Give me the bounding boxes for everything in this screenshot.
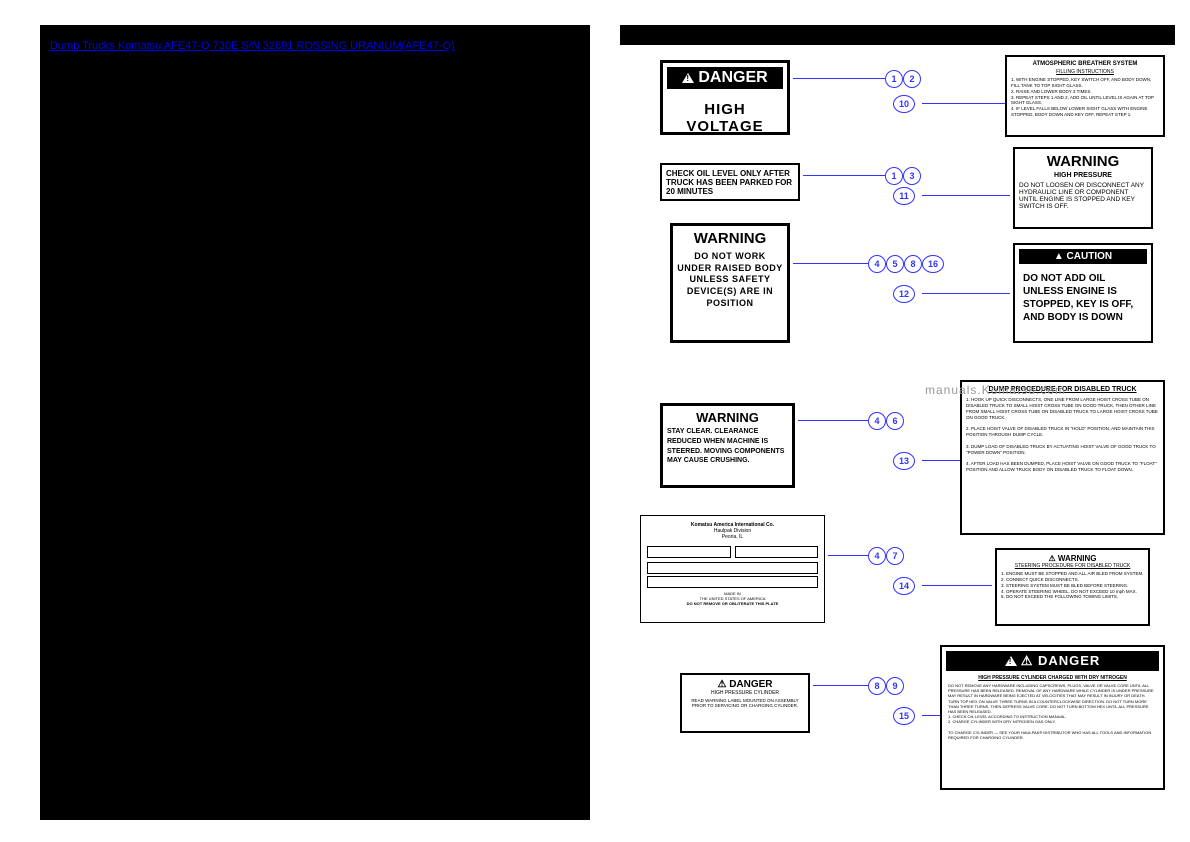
danger-header: DANGER [667, 67, 783, 89]
callout-15: 15 [893, 707, 915, 725]
callout-2: 2 [903, 70, 921, 88]
callout-line [922, 460, 960, 461]
callout-8b: 8 [868, 677, 886, 695]
plate-field [647, 576, 818, 588]
label-sub: STEERING PROCEDURE FOR DISABLED TRUCK [1001, 563, 1144, 569]
label-title: ATMOSPHERIC BREATHER SYSTEM [1011, 61, 1159, 67]
callout-12: 12 [893, 285, 915, 303]
plate-made: MADE IN THE UNITED STATES OF AMERICA [647, 591, 818, 601]
label-text: 1. ENGINE MUST BE STOPPED AND ALL AIR BL… [1001, 571, 1144, 600]
label-nameplate: Komatsu America International Co. Haulpa… [640, 515, 825, 623]
label-header: ⚠ DANGER [686, 679, 804, 690]
danger-header: ⚠ DANGER [946, 651, 1159, 671]
label-text: DO NOT REMOVE ANY HARDWARE INCLUDING CAP… [942, 683, 1163, 740]
callout-line [793, 263, 868, 264]
callout-13: 13 [893, 452, 915, 470]
callout-8: 8 [904, 255, 922, 273]
callout-7: 7 [886, 547, 904, 565]
callout-6: 6 [886, 412, 904, 430]
callout-4c: 4 [868, 547, 886, 565]
label-danger-high-voltage: DANGER HIGH VOLTAGE [660, 60, 790, 135]
right-panel: DANGER HIGH VOLTAGE ATMOSPHERIC BREATHER… [620, 25, 1175, 820]
label-warning-body: WARNING DO NOT WORK UNDER RAISED BODY UN… [670, 223, 790, 343]
label-dump-procedure: DUMP PROCEDURE FOR DISABLED TRUCK 1. HOO… [960, 380, 1165, 535]
callout-9: 9 [886, 677, 904, 695]
breadcrumb-link[interactable]: Dump Trucks Komatsu AFE47-Q 730E S/N 326… [50, 40, 455, 52]
label-text: 1. HOOK UP QUICK DISCONNECTS, ONE LINE F… [966, 397, 1159, 473]
left-panel: Dump Trucks Komatsu AFE47-Q 730E S/N 326… [40, 25, 590, 820]
label-header: ⚠ WARNING [1001, 554, 1144, 563]
label-oil-check: CHECK OIL LEVEL ONLY AFTER TRUCK HAS BEE… [660, 163, 800, 201]
label-danger-cylinder: ⚠ DANGER HIGH PRESSURE CYLINDER READ WAR… [680, 673, 810, 733]
callout-1: 1 [885, 70, 903, 88]
warning-triangle-icon [1005, 656, 1017, 666]
callout-1b: 1 [885, 167, 903, 185]
label-text: DO NOT ADD OIL UNLESS ENGINE IS STOPPED,… [1019, 272, 1147, 324]
callout-line [798, 420, 868, 421]
callout-3: 3 [903, 167, 921, 185]
label-body: HIGH VOLTAGE [667, 101, 783, 135]
callout-4: 4 [868, 255, 886, 273]
label-text: DO NOT WORK UNDER RAISED BODY UNLESS SAF… [677, 251, 783, 309]
callout-16: 16 [922, 255, 944, 273]
label-title: WARNING [667, 410, 788, 425]
label-breather-system: ATMOSPHERIC BREATHER SYSTEM FILLING INST… [1005, 55, 1165, 137]
callout-5: 5 [886, 255, 904, 273]
label-sub: HIGH PRESSURE [1019, 172, 1147, 179]
callout-line [922, 195, 1010, 196]
label-sub: HIGH PRESSURE CYLINDER CHARGED WITH DRY … [948, 675, 1157, 681]
callout-line [813, 685, 868, 686]
callout-line [922, 293, 1010, 294]
right-panel-header [620, 25, 1175, 45]
label-title: WARNING [1019, 153, 1147, 170]
plate-field [647, 546, 731, 558]
label-text: CHECK OIL LEVEL ONLY AFTER TRUCK HAS BEE… [666, 169, 794, 196]
plate-field [647, 562, 818, 574]
callout-10: 10 [893, 95, 915, 113]
caution-header: ▲ CAUTION [1019, 249, 1147, 264]
label-title: WARNING [677, 230, 783, 247]
callout-line [922, 103, 1005, 104]
label-warning-high-pressure: WARNING HIGH PRESSURE DO NOT LOOSEN OR D… [1013, 147, 1153, 229]
plate-loc: Peoria, IL [647, 534, 818, 540]
callout-line [803, 175, 885, 176]
callout-line [793, 78, 885, 79]
warning-triangle-icon [682, 73, 694, 83]
plate-note: DO NOT REMOVE OR OBLITERATE THIS PLATE [647, 601, 818, 606]
callout-4b: 4 [868, 412, 886, 430]
label-text: DO NOT LOOSEN OR DISCONNECT ANY HYDRAULI… [1019, 182, 1147, 210]
callout-14: 14 [893, 577, 915, 595]
plate-field [735, 546, 819, 558]
callout-line [922, 715, 940, 716]
label-text: STAY CLEAR. CLEARANCE REDUCED WHEN MACHI… [667, 427, 788, 466]
label-text: READ WARNING LABEL MOUNTED ON ASSEMBLY P… [686, 698, 804, 708]
label-caution-oil: ▲ CAUTION DO NOT ADD OIL UNLESS ENGINE I… [1013, 243, 1153, 343]
label-text: 1. WITH ENGINE STOPPED, KEY SWITCH OFF, … [1011, 77, 1159, 118]
danger-header-text: DANGER [698, 69, 767, 87]
callout-line [828, 555, 868, 556]
label-warning-clearance: WARNING STAY CLEAR. CLEARANCE REDUCED WH… [660, 403, 795, 488]
label-sub: HIGH PRESSURE CYLINDER [686, 690, 804, 696]
callout-line [922, 585, 992, 586]
label-sub: FILLING INSTRUCTIONS [1011, 69, 1159, 75]
watermark: manuals.Komatsu.com [925, 383, 1066, 397]
danger-header-text: ⚠ DANGER [1021, 653, 1101, 669]
label-danger-nitrogen: ⚠ DANGER HIGH PRESSURE CYLINDER CHARGED … [940, 645, 1165, 790]
callout-11: 11 [893, 187, 915, 205]
label-warning-steering: ⚠ WARNING STEERING PROCEDURE FOR DISABLE… [995, 548, 1150, 626]
